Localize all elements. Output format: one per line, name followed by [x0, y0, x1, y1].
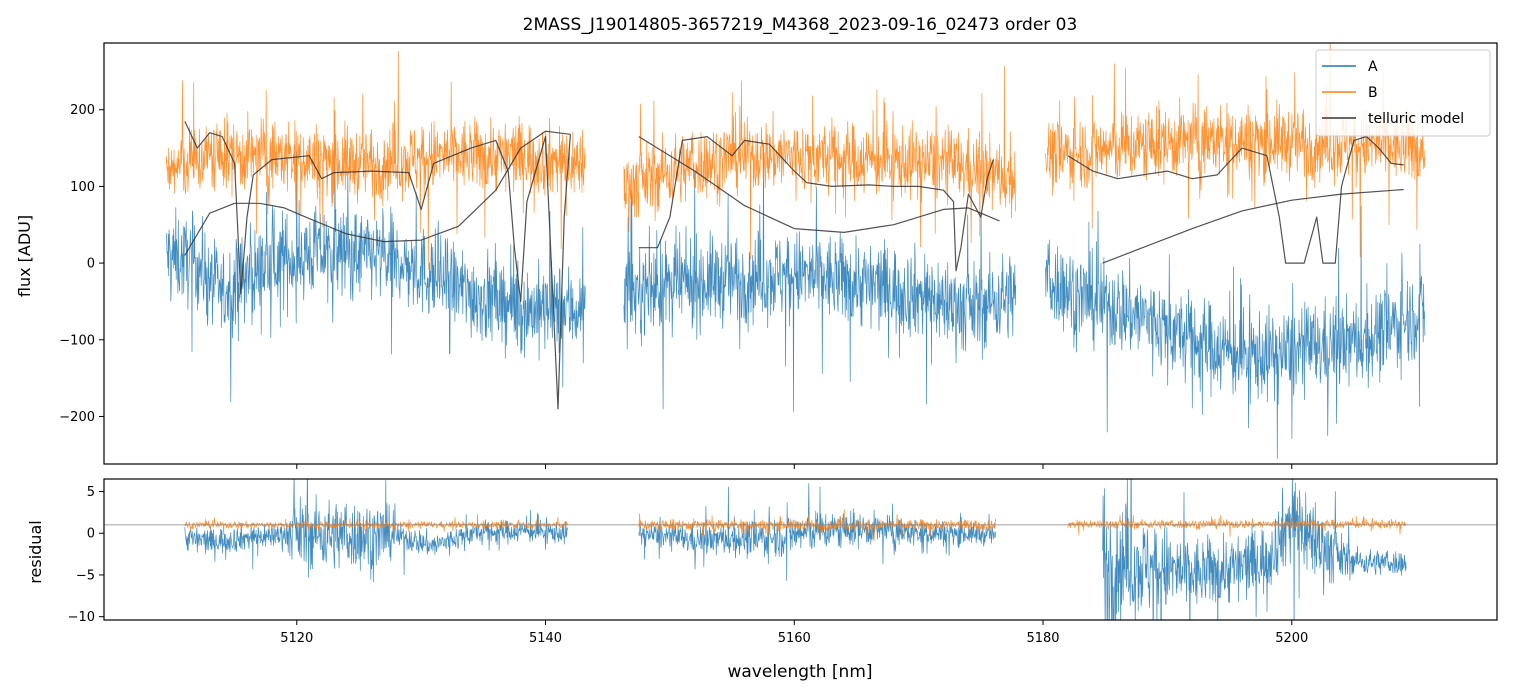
legend: A B telluric model — [1315, 49, 1491, 137]
series-a-segment-1 — [623, 143, 1017, 412]
y-tick-label: 0 — [87, 527, 95, 542]
telluric-model-line-2-2 — [1102, 188, 1404, 264]
top-y-label: flux [ADU] — [15, 215, 34, 297]
bottom-y-axis: −10 −5 0 5 — [68, 485, 104, 625]
series-a-segment-2 — [1102, 479, 1407, 620]
y-tick-label: 200 — [70, 103, 95, 118]
top-axes-frame — [103, 42, 1498, 465]
series-b-segment-0 — [165, 51, 586, 270]
top-plot-area — [165, 43, 1426, 459]
top-panel: −200 −100 0 100 200 flux [ADU] A B telluric … — [15, 42, 1498, 469]
y-tick-label: 100 — [70, 180, 95, 195]
x-tick-label: 5120 — [280, 631, 313, 646]
series-a-segment-2 — [1045, 205, 1426, 459]
legend-label-telluric: telluric model — [1368, 111, 1464, 127]
y-tick-label: −5 — [76, 568, 95, 583]
x-tick-label: 5180 — [1026, 631, 1059, 646]
x-tick-label: 5160 — [778, 631, 811, 646]
series-a-segment-1 — [638, 483, 997, 581]
series-a-segment-0 — [184, 479, 568, 583]
telluric-model-line-3-2 — [1067, 136, 1404, 264]
bottom-x-axis: 5120 5140 5160 5180 5200 — [280, 620, 1308, 646]
legend-label-a: A — [1368, 59, 1378, 75]
y-tick-label: −10 — [68, 610, 95, 625]
x-tick-label: 5140 — [529, 631, 562, 646]
x-axis-label: wavelength [nm] — [727, 662, 872, 682]
bottom-y-label: residual — [26, 520, 45, 583]
legend-box — [1315, 49, 1491, 137]
x-tick-label: 5200 — [1275, 631, 1308, 646]
bottom-axes-frame — [103, 478, 1498, 621]
top-x-axis — [296, 464, 1293, 469]
chart-title: 2MASS_J19014805-3657219_M4368_2023-09-16… — [523, 15, 1078, 35]
legend-label-b: B — [1368, 85, 1378, 101]
telluric-model-line-3-0 — [184, 120, 571, 410]
bottom-panel: −10 −5 0 5 5120 5140 5160 5180 5200 residual wa… — [26, 478, 1498, 682]
telluric-model-line-2-0 — [184, 130, 571, 256]
y-tick-label: 5 — [87, 485, 95, 500]
y-tick-label: −200 — [59, 410, 95, 425]
series-b-segment-1 — [623, 66, 1017, 260]
telluric-model-line-2-1 — [638, 136, 1000, 233]
y-tick-label: 0 — [87, 257, 95, 272]
y-tick-label: −100 — [59, 333, 95, 348]
telluric-model-line-3-1 — [638, 136, 994, 272]
series-b-segment-2 — [1067, 514, 1407, 537]
top-y-axis: −200 −100 0 100 200 — [59, 103, 104, 425]
bottom-plot-area — [104, 479, 1497, 620]
series-a-segment-0 — [165, 140, 586, 403]
